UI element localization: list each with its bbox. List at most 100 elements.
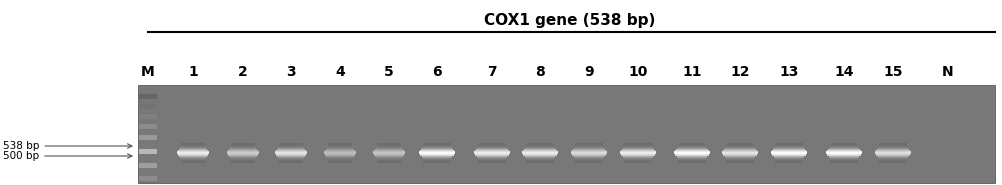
Bar — [328, 158, 352, 159]
Bar — [179, 156, 206, 157]
Bar — [230, 144, 255, 145]
Bar — [180, 143, 204, 144]
Bar — [227, 151, 259, 152]
Bar — [775, 147, 803, 148]
Bar — [324, 152, 356, 153]
Bar — [830, 160, 857, 161]
Bar — [826, 153, 861, 154]
Text: 2: 2 — [237, 65, 247, 79]
Bar — [677, 143, 704, 144]
Bar — [775, 159, 802, 160]
Bar — [278, 157, 304, 158]
Bar — [775, 143, 802, 144]
Bar — [830, 143, 857, 144]
Bar — [772, 155, 805, 156]
Bar — [877, 149, 908, 150]
Bar — [622, 157, 652, 158]
Bar — [377, 145, 401, 146]
Bar — [879, 145, 906, 146]
Bar — [771, 153, 806, 154]
Bar — [724, 147, 754, 148]
Bar — [879, 144, 906, 145]
Bar — [879, 162, 906, 163]
Bar — [574, 157, 603, 158]
Bar — [179, 148, 206, 149]
Bar — [423, 145, 450, 146]
Bar — [526, 162, 553, 163]
Text: 7: 7 — [487, 65, 496, 79]
Bar — [228, 150, 258, 151]
Bar — [477, 147, 506, 148]
Bar — [328, 159, 352, 160]
Bar — [879, 161, 906, 162]
Bar — [775, 145, 802, 146]
Bar — [474, 153, 509, 154]
Bar — [228, 149, 257, 150]
Bar — [675, 149, 707, 150]
Bar — [526, 144, 553, 145]
Bar — [721, 151, 757, 152]
Bar — [478, 158, 506, 159]
Bar — [423, 161, 450, 162]
Bar — [377, 162, 401, 163]
Bar — [874, 153, 910, 154]
Bar — [178, 155, 207, 156]
Bar — [721, 153, 757, 154]
Bar — [279, 145, 303, 146]
Bar — [522, 153, 557, 154]
Bar — [180, 147, 205, 148]
Bar — [725, 145, 753, 146]
Bar — [826, 151, 861, 152]
Bar — [570, 152, 606, 153]
Bar — [725, 145, 753, 146]
Bar — [623, 146, 651, 147]
Bar — [328, 159, 352, 160]
Bar — [420, 154, 454, 155]
Bar — [677, 147, 705, 148]
Bar — [677, 158, 705, 159]
Bar — [138, 85, 994, 183]
Bar — [327, 157, 353, 158]
Bar — [673, 153, 709, 154]
Bar — [328, 161, 352, 162]
Bar — [575, 162, 602, 163]
Bar — [325, 154, 355, 155]
Bar — [478, 146, 505, 147]
Bar — [474, 151, 509, 152]
Bar — [522, 154, 557, 155]
Bar — [879, 160, 906, 161]
Bar — [229, 149, 257, 150]
Bar — [725, 161, 753, 162]
Bar — [572, 149, 604, 150]
Bar — [422, 157, 451, 158]
Bar — [421, 149, 453, 150]
Bar — [622, 149, 652, 150]
Bar — [423, 147, 451, 148]
Bar — [724, 157, 755, 158]
Bar — [328, 147, 352, 148]
Bar — [377, 161, 401, 162]
Bar — [328, 162, 352, 163]
Bar — [875, 151, 910, 152]
Bar — [526, 159, 553, 160]
Bar — [830, 161, 857, 162]
Bar — [525, 158, 553, 159]
Bar — [421, 155, 453, 156]
Bar — [575, 161, 602, 162]
Bar — [725, 143, 753, 144]
Text: 13: 13 — [779, 65, 798, 79]
Bar — [574, 148, 603, 149]
Bar — [229, 156, 257, 157]
Bar — [422, 157, 451, 158]
Bar — [278, 149, 305, 150]
Bar — [573, 156, 604, 157]
Bar — [327, 148, 353, 149]
Bar — [624, 160, 651, 161]
Bar — [377, 144, 401, 145]
Text: 12: 12 — [729, 65, 749, 79]
Bar — [521, 153, 557, 154]
Bar — [879, 143, 906, 144]
Bar — [377, 146, 401, 147]
Bar — [574, 147, 602, 148]
Bar — [328, 143, 352, 144]
